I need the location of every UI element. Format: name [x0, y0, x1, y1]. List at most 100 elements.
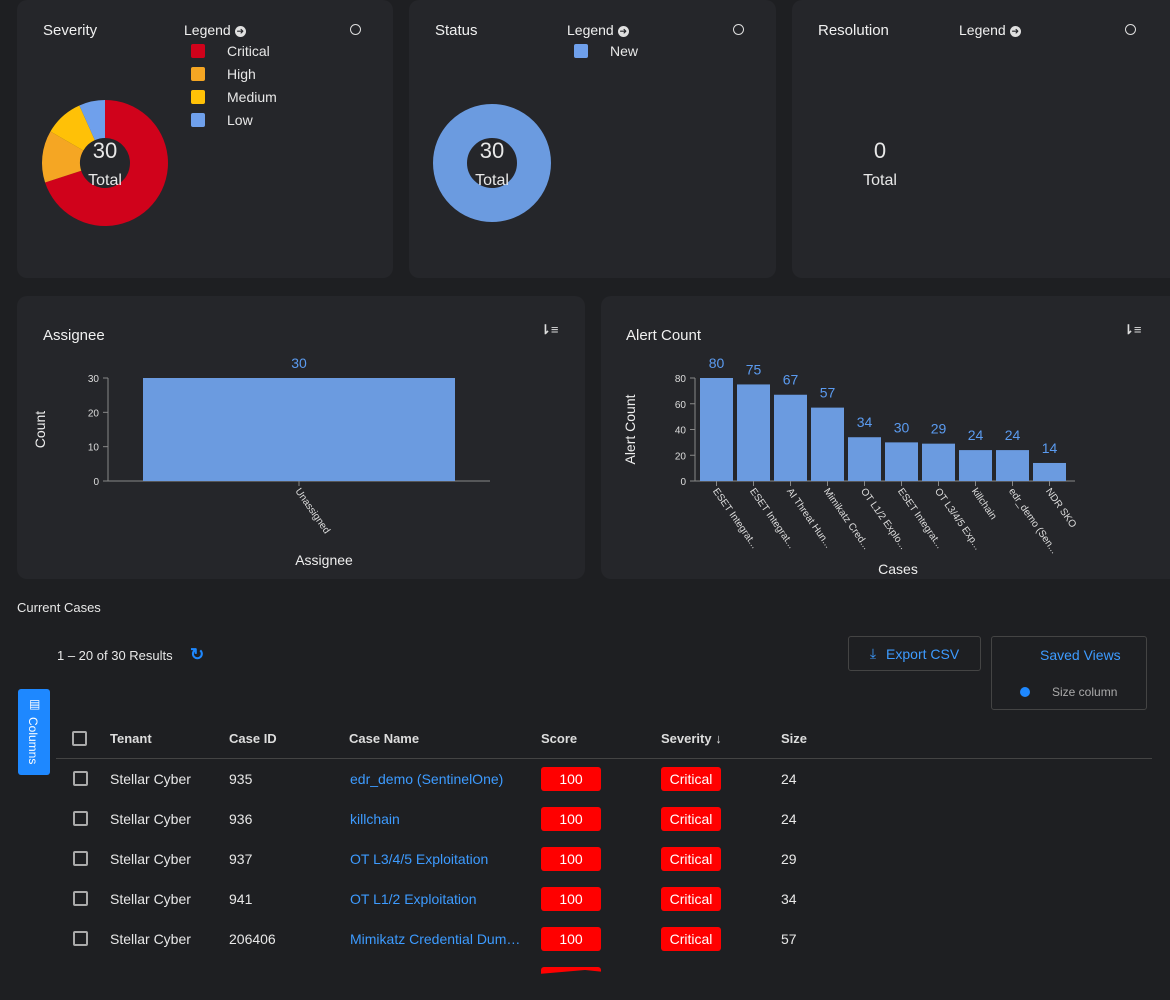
y-axis-label: Alert Count	[622, 394, 638, 464]
export-csv-button[interactable]: ⤓ Export CSV	[848, 636, 981, 671]
severity-badge: Critical	[661, 887, 721, 911]
options-icon[interactable]	[350, 24, 361, 35]
sort-icon[interactable]: ⇂≡	[540, 322, 559, 337]
table-row[interactable]: NDR SKO 100	[60, 959, 1152, 987]
y-tick-label: 40	[675, 426, 687, 437]
sort-icon[interactable]: ⇂≡	[1123, 322, 1142, 337]
bar[interactable]	[811, 407, 844, 481]
tenant-cell: Stellar Cyber	[110, 771, 191, 787]
score-badge: 100	[541, 767, 601, 791]
total-count: 30	[92, 138, 118, 163]
donut-slice-high[interactable]	[42, 131, 84, 183]
select-all-checkbox[interactable]	[72, 731, 87, 746]
sort-down-icon: ↓	[715, 731, 722, 746]
legend-item-medium[interactable]: Medium	[191, 89, 277, 105]
bar[interactable]	[774, 394, 807, 481]
table-row[interactable]: Stellar Cyber 937 OT L3/4/5 Exploitation…	[60, 839, 1152, 879]
donut-slice-low[interactable]	[79, 100, 105, 141]
tenant-cell: Stellar Cyber	[110, 931, 191, 947]
options-icon[interactable]	[1125, 24, 1136, 35]
legend-swatch	[574, 44, 588, 58]
bar-value-label: 30	[894, 419, 910, 435]
legend-item-low[interactable]: Low	[191, 112, 253, 128]
tenant-cell: Stellar Cyber	[110, 851, 191, 867]
legend-item-critical[interactable]: Critical	[191, 43, 270, 59]
bar[interactable]	[922, 443, 955, 481]
bar[interactable]	[1033, 462, 1066, 481]
header-case-id[interactable]: Case ID	[229, 731, 277, 746]
score-badge: 100	[541, 927, 601, 951]
case-name-link[interactable]: Mimikatz Credential Dum…	[350, 931, 521, 947]
y-tick-label: 20	[675, 451, 687, 462]
x-tick-label: killchain	[969, 486, 998, 521]
case-name-link[interactable]: OT L1/2 Exploitation	[350, 891, 477, 907]
case-name-link[interactable]: edr_demo (SentinelOne)	[350, 771, 504, 787]
row-checkbox[interactable]	[73, 851, 88, 866]
legend-label: Critical	[227, 43, 270, 59]
bar-value-label: 30	[291, 355, 307, 371]
header-case-name[interactable]: Case Name	[349, 731, 420, 746]
tenant-cell: Stellar Cyber	[110, 891, 191, 907]
donut-slice-new[interactable]	[433, 104, 551, 222]
legend-toggle[interactable]: Legend ➜	[184, 22, 246, 38]
case-name-link[interactable]: OT L3/4/5 Exploitation	[350, 851, 489, 867]
severity-badge: Critical	[661, 767, 721, 791]
legend-label: Medium	[227, 89, 277, 105]
case-name-link[interactable]: NDR SKO	[350, 971, 414, 987]
columns-icon: ▤	[29, 697, 41, 711]
legend-toggle[interactable]: Legend ➜	[567, 22, 629, 38]
donut-slice-critical[interactable]	[45, 100, 169, 226]
row-checkbox[interactable]	[73, 931, 88, 946]
results-count: 1 – 20 of 30 Results	[57, 648, 173, 663]
legend-toggle[interactable]: Legend ➜	[959, 22, 1021, 38]
x-tick-label: NDR SKO	[1043, 486, 1078, 530]
header-size[interactable]: Size	[781, 731, 808, 746]
donut-slice-medium[interactable]	[50, 105, 95, 151]
saved-views-button[interactable]: Saved Views	[1040, 647, 1121, 663]
case-id-cell: 941	[229, 891, 253, 907]
columns-label: Columns	[26, 717, 40, 765]
case-name-link[interactable]: killchain	[350, 811, 400, 827]
legend-item-high[interactable]: High	[191, 66, 256, 82]
row-checkbox[interactable]	[73, 891, 88, 906]
y-tick-label: 80	[675, 374, 687, 385]
chart-title: Assignee	[43, 327, 105, 344]
y-tick-label: 10	[88, 443, 100, 454]
legend-swatch	[191, 113, 205, 127]
score-badge: 100	[541, 847, 601, 871]
bar-value-label: 34	[857, 414, 873, 430]
size-column-option[interactable]: Size column	[1052, 685, 1118, 699]
table-row[interactable]: Stellar Cyber 941 OT L1/2 Exploitation 1…	[60, 879, 1152, 919]
x-axis-label: Cases	[878, 561, 918, 577]
bar[interactable]	[996, 450, 1029, 481]
status-donut	[433, 104, 551, 222]
bar[interactable]	[959, 450, 992, 481]
bar[interactable]	[885, 442, 918, 481]
severity-badge: Critical	[661, 847, 721, 871]
header-severity[interactable]: Severity ↓	[661, 731, 722, 746]
radio-dot-icon[interactable]	[1020, 687, 1030, 697]
y-tick-label: 0	[93, 477, 99, 488]
bar[interactable]	[737, 384, 770, 481]
columns-button[interactable]: ▤ Columns	[18, 689, 50, 775]
legend-label: Legend	[959, 22, 1006, 38]
arrow-right-icon: ➜	[1009, 26, 1021, 37]
card-title: Resolution	[818, 22, 889, 39]
options-icon[interactable]	[733, 24, 744, 35]
refresh-icon[interactable]: ↻	[190, 645, 205, 664]
y-axis-label: Count	[32, 411, 48, 448]
case-id-cell: 937	[229, 851, 253, 867]
table-row[interactable]: Stellar Cyber 206406 Mimikatz Credential…	[60, 919, 1152, 959]
table-row[interactable]: Stellar Cyber 935 edr_demo (SentinelOne)…	[60, 759, 1152, 799]
row-checkbox[interactable]	[73, 811, 88, 826]
bar[interactable]	[143, 378, 455, 481]
severity-badge: Critical	[661, 927, 721, 951]
header-tenant[interactable]: Tenant	[110, 731, 152, 746]
bar[interactable]	[700, 378, 733, 481]
legend-item-new[interactable]: New	[574, 43, 638, 59]
header-score[interactable]: Score	[541, 731, 578, 746]
table-row[interactable]: Stellar Cyber 936 killchain 100 Critical…	[60, 799, 1152, 839]
bar[interactable]	[848, 437, 881, 481]
row-checkbox[interactable]	[73, 771, 88, 786]
